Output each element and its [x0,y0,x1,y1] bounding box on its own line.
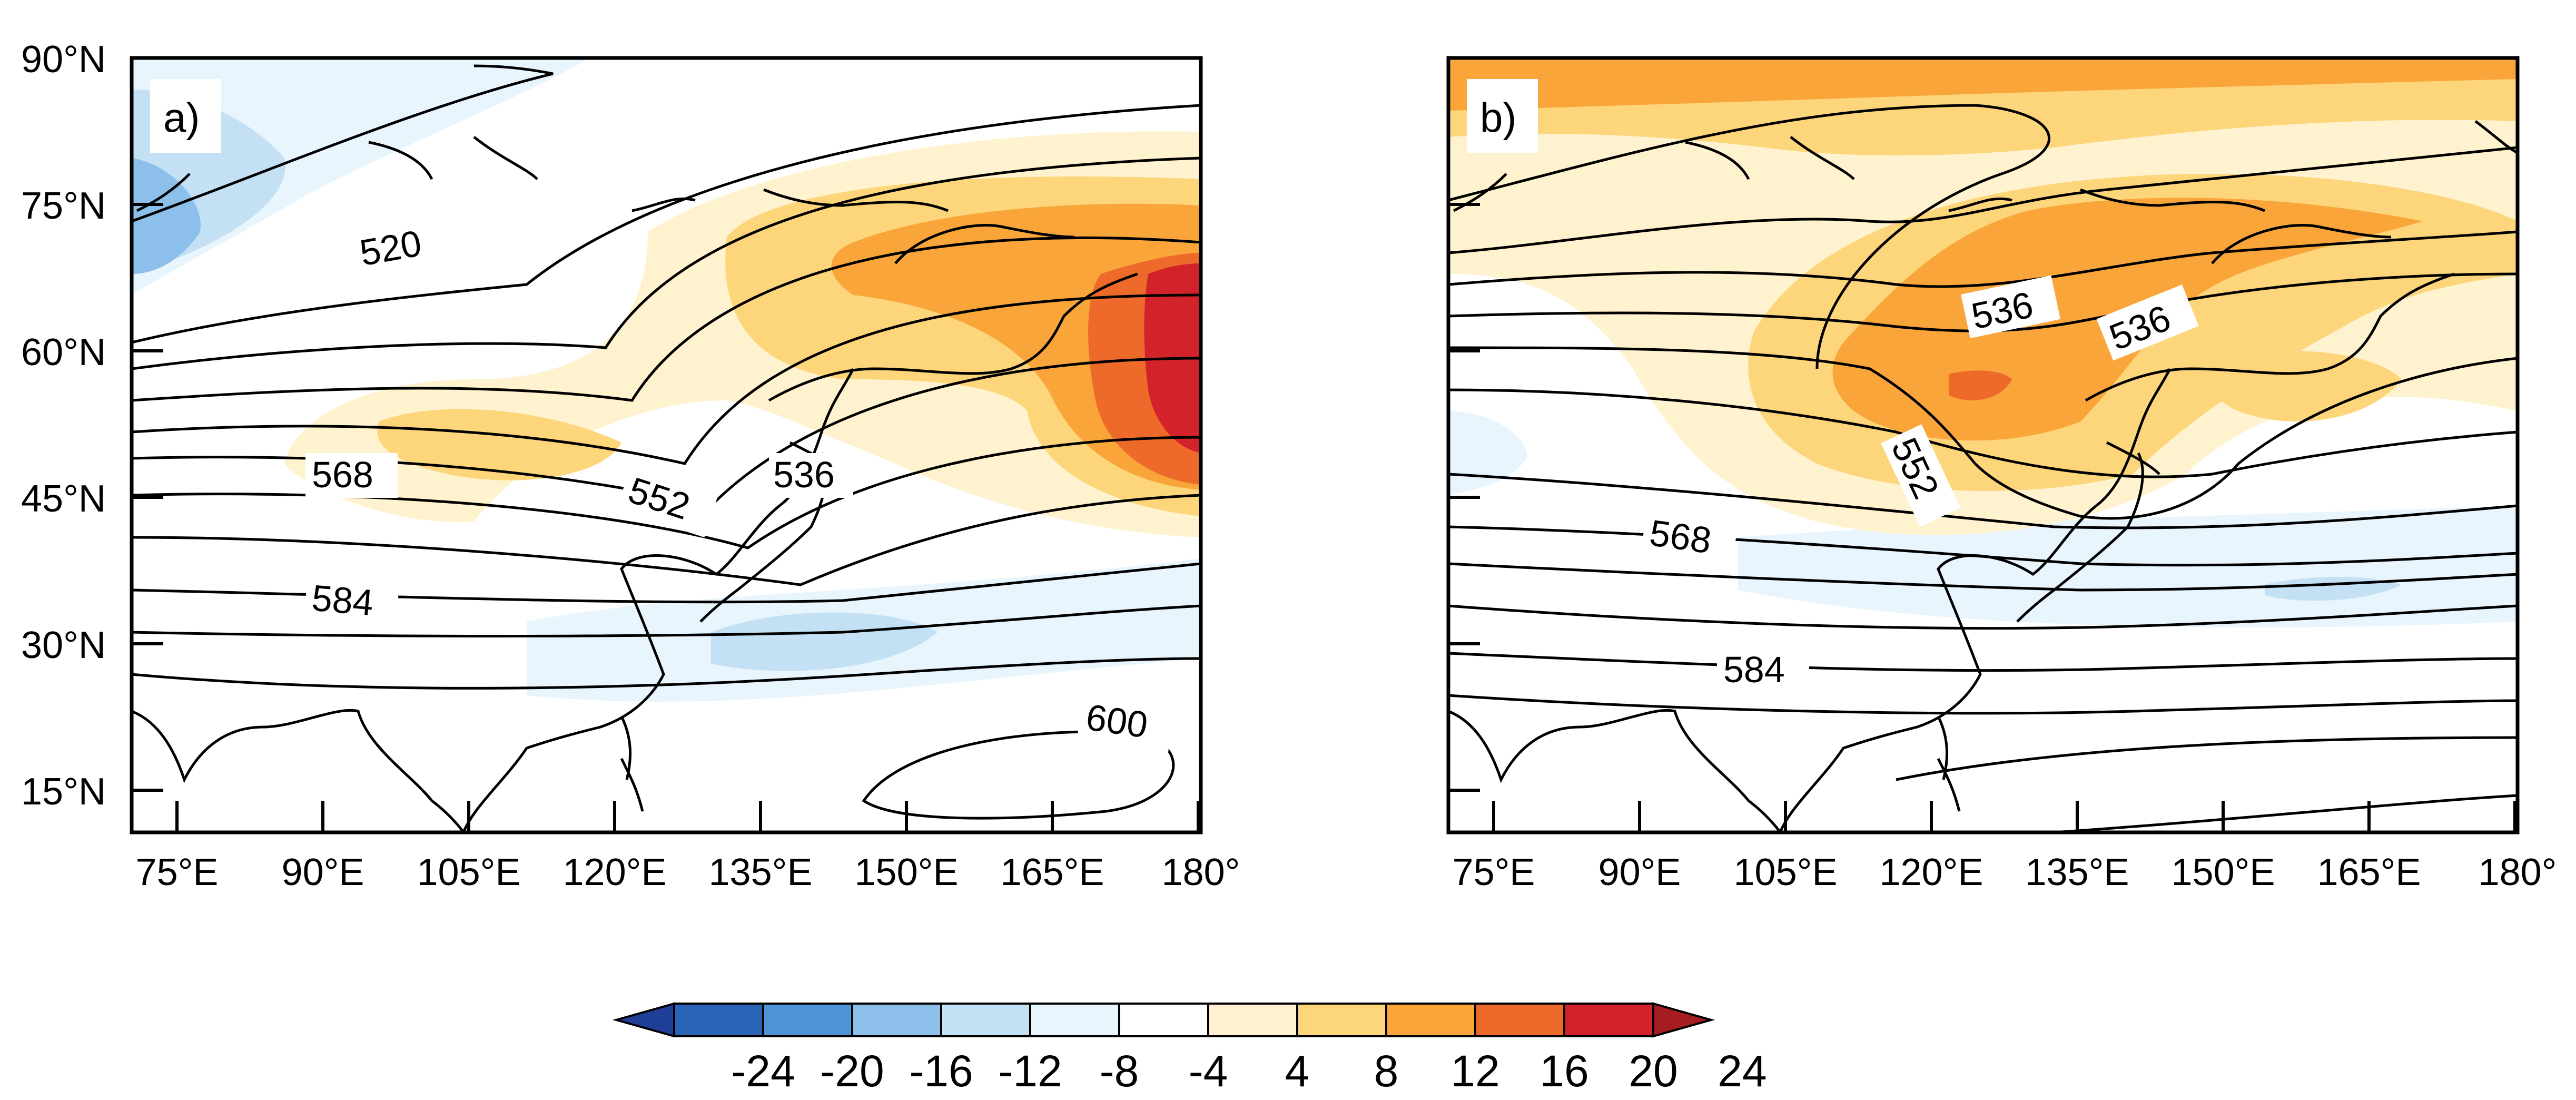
colorbar-box [1563,1003,1654,1037]
lat-tick-label: 90°N [21,38,106,81]
colorbar-box [1385,1003,1476,1037]
colorbar-label: 24 [1718,1046,1766,1096]
colorbar-box [1029,1003,1120,1037]
panel-a-contour-labels: 520 568 552 536 584 600 [303,213,1175,752]
lon-tick-label: 180° [1162,851,1240,893]
panel-b-shading [1448,58,2518,832]
colorbar-box [762,1003,853,1037]
lon-tick-label: 90°E [282,851,364,893]
colorbar-box [673,1003,764,1037]
panel-a-shading [132,58,1201,832]
lat-tick-label: 60°N [21,331,106,374]
colorbar-label: -4 [1189,1046,1228,1096]
lon-tick-label: 90°E [1598,851,1681,893]
lon-tick-label: 120°E [563,851,667,893]
colorbar-label: -12 [998,1046,1062,1096]
colorbar: -24 -20 -16 -12 -8 -4 4 8 12 16 20 24 [612,1002,1767,1096]
panel-a-label: a) [163,94,200,141]
colorbar-label: -8 [1100,1046,1139,1096]
lon-tick-label: 165°E [2317,851,2421,893]
lon-tick-label: 120°E [1880,851,1983,893]
panel-b-label: b) [1480,94,1516,141]
colorbar-label: 20 [1628,1046,1677,1096]
panel-b: b) 536 536 552 568 584 [1446,56,2520,834]
lon-tick-label: 150°E [855,851,959,893]
axes-ticks: 90°N 75°N 60°N 45°N 30°N 15°N 75°E 90°E … [21,38,2557,893]
lon-tick-label: 180° [2479,851,2557,893]
colorbar-label: 16 [1539,1046,1588,1096]
lat-tick-label: 45°N [21,478,106,520]
lon-tick-label: 75°E [136,851,219,893]
colorbar-label: 12 [1450,1046,1499,1096]
colorbar-label: 8 [1374,1046,1399,1096]
colorbar-box [1207,1003,1298,1037]
contour-label: 568 [1647,512,1714,561]
colorbar-box [1474,1003,1565,1037]
lat-tick-label: 75°N [21,185,106,227]
contour-label: 600 [1083,696,1150,745]
lon-tick-label: 105°E [1734,851,1838,893]
colorbar-label: -24 [731,1046,795,1096]
colorbar-box [940,1003,1031,1037]
colorbar-label: -20 [820,1046,884,1096]
panel-a: a) 520 568 552 536 584 600 [130,56,1203,834]
lon-tick-label: 165°E [1001,851,1104,893]
contour-label: 568 [312,454,373,495]
contour-label: 584 [1723,649,1785,690]
panel-b-coastlines [1448,120,2518,832]
colorbar-box [851,1003,942,1037]
lat-tick-label: 30°N [21,624,106,666]
lon-tick-label: 75°E [1453,851,1535,893]
contour-label: 584 [310,577,375,624]
colorbar-arrow-low [612,1002,675,1038]
colorbar-box [1118,1003,1209,1037]
lon-tick-label: 135°E [2026,851,2129,893]
colorbar-label: -16 [909,1046,973,1096]
lon-tick-label: 150°E [2172,851,2275,893]
colorbar-arrow-high [1652,1002,1715,1038]
lon-tick-label: 105°E [417,851,521,893]
lon-tick-label: 135°E [709,851,813,893]
contour-label: 536 [773,454,835,495]
colorbar-label: 4 [1285,1046,1310,1096]
panel-b-contours [1448,104,2518,832]
colorbar-box [1296,1003,1387,1037]
lat-tick-label: 15°N [21,771,106,813]
